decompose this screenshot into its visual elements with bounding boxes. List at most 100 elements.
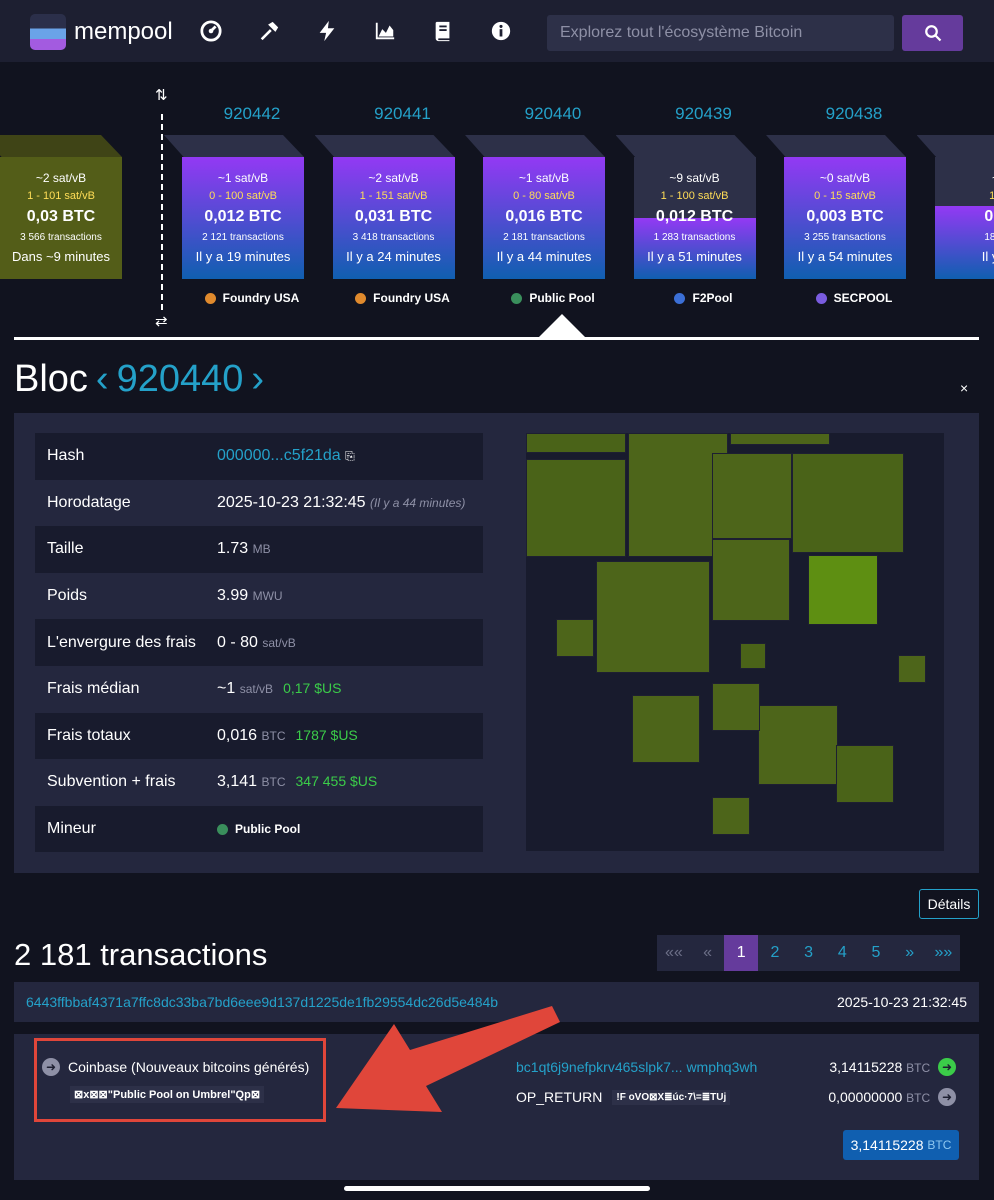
detail-row-hash: Hash 000000...c5f21da ⎘ xyxy=(35,433,483,480)
subsidy-value: 3,141 xyxy=(217,773,258,791)
mined-block[interactable]: ~2 sat/vB 1 - 151 sat/vB 0,031 BTC 3 418… xyxy=(314,135,455,279)
block-height-link[interactable]: 92 xyxy=(935,104,994,124)
docs-book-icon[interactable] xyxy=(428,16,458,46)
block-btc: 0,003 BTC xyxy=(806,208,884,225)
median-fee-value: ~1 xyxy=(217,680,236,698)
mined-block[interactable]: ~9 sat/vB 1 - 100 sat/vB 0,012 BTC 1 283… xyxy=(615,135,756,279)
total-fees-usd: 1787 $US xyxy=(295,726,358,743)
treemap-transaction[interactable] xyxy=(526,433,626,453)
treemap-transaction[interactable] xyxy=(808,555,878,625)
details-button[interactable]: Détails xyxy=(919,889,979,919)
treemap-transaction[interactable] xyxy=(712,539,790,621)
search-input[interactable] xyxy=(547,15,894,51)
block-height-link[interactable]: 920442 xyxy=(223,104,281,123)
output-row-2: OP_RETURN !F oVO⊠X≣úc·7\=≣TUj 0,00000000 … xyxy=(516,1088,956,1106)
block-height-link[interactable]: 920439 xyxy=(675,104,732,123)
page-button[interactable]: » xyxy=(892,935,927,971)
treemap-transaction[interactable] xyxy=(596,561,710,673)
page-button[interactable]: 5 xyxy=(859,935,893,971)
block-pool[interactable]: Foundry USA xyxy=(182,291,322,305)
mempool-logo-icon xyxy=(30,14,66,50)
block-height-link[interactable]: 920440 xyxy=(524,104,582,123)
block-height-link[interactable]: 920438 xyxy=(825,104,883,123)
detail-label: Frais totaux xyxy=(47,726,131,744)
swap-horizontal-icon[interactable]: ⇄ xyxy=(155,313,168,330)
size-value: 1.73 xyxy=(217,540,249,558)
treemap-transaction[interactable] xyxy=(730,433,830,445)
block-time: Il y a 51 minutes xyxy=(647,249,742,264)
output-address-link[interactable]: bc1qt6j9nefpkrv465slpk7... wmphq3wh xyxy=(516,1059,758,1075)
median-fee-unit: sat/vB xyxy=(239,682,274,697)
block-pool[interactable]: Public Pool xyxy=(483,291,623,305)
logo-text: mempool xyxy=(74,18,173,45)
mined-block[interactable]: ~1 sat/vB 0 - 100 sat/vB 0,012 BTC 2 121… xyxy=(164,135,304,279)
pool-icon xyxy=(355,292,367,304)
detail-row-timestamp: Horodatage 2025-10-23 21:32:45 (Il y a 4… xyxy=(35,480,483,527)
total-amount-button[interactable]: 3,14115228 BTC xyxy=(843,1130,959,1160)
block-btc: 0,016 BTC xyxy=(505,208,583,225)
lightning-icon[interactable] xyxy=(312,16,342,46)
page-button[interactable]: »» xyxy=(926,935,961,971)
mempool-block[interactable]: ~2 sat/vB 1 - 101 sat/vB 0,03 BTC 3 566 … xyxy=(0,135,122,279)
input-arrow-icon[interactable]: ➜ xyxy=(42,1058,60,1076)
output-arrow-icon[interactable]: ➜ xyxy=(938,1058,956,1076)
block-pool[interactable]: F2Pool xyxy=(634,291,774,305)
page-button[interactable]: 1 xyxy=(724,935,759,971)
miner-link[interactable]: Public Pool xyxy=(235,822,301,837)
mined-block[interactable]: ~1 sat/vB 0 - 80 sat/vB 0,016 BTC 2 181 … xyxy=(465,135,605,279)
dashboard-gauge-icon[interactable] xyxy=(196,16,226,46)
prev-block-chevron-icon[interactable]: ‹ xyxy=(95,358,109,400)
mempool-divider xyxy=(161,114,163,310)
treemap-transaction[interactable] xyxy=(792,453,904,553)
detail-label: Hash xyxy=(47,447,85,465)
txid-link[interactable]: 6443ffbbaf4371a7ffc8dc33ba7bd6eee9d137d1… xyxy=(26,994,499,1010)
treemap-transaction[interactable] xyxy=(740,643,766,669)
graphs-icon[interactable] xyxy=(370,16,400,46)
treemap-transaction[interactable] xyxy=(628,433,728,557)
page-button[interactable]: 2 xyxy=(758,935,792,971)
mined-block[interactable]: ~0 sat/vB 0 - 15 sat/vB 0,003 BTC 3 255 … xyxy=(766,135,906,279)
page-button[interactable]: « xyxy=(690,935,725,971)
treemap-transaction[interactable] xyxy=(712,683,760,731)
swap-vertical-icon[interactable]: ⇅ xyxy=(155,87,168,104)
page-button[interactable]: 3 xyxy=(791,935,826,971)
page-button[interactable]: «« xyxy=(657,935,691,971)
mining-hammer-icon[interactable] xyxy=(254,16,284,46)
treemap-transaction[interactable] xyxy=(758,705,838,785)
block-pool[interactable] xyxy=(935,291,994,302)
mined-block[interactable]: ~ 1 - 0,0 1845 Il y a xyxy=(916,135,994,279)
block-tx-count: 3 566 transactions xyxy=(20,232,102,243)
block-pool[interactable]: Foundry USA xyxy=(333,291,473,305)
block-btc: 0,0 xyxy=(984,208,994,225)
block-transactions-treemap[interactable] xyxy=(526,433,944,851)
page-button[interactable]: 4 xyxy=(825,935,860,971)
mempool-logo[interactable]: mempool xyxy=(30,14,173,50)
block-btc: 0,031 BTC xyxy=(354,208,433,225)
search-button[interactable] xyxy=(902,15,963,51)
block-title-label: Bloc xyxy=(14,358,88,400)
treemap-transaction[interactable] xyxy=(898,655,926,683)
treemap-transaction[interactable] xyxy=(836,745,894,803)
close-icon[interactable]: × xyxy=(960,380,969,396)
treemap-transaction[interactable] xyxy=(712,797,750,835)
output-arrow-icon[interactable]: ➜ xyxy=(938,1088,956,1106)
treemap-transaction[interactable] xyxy=(632,695,700,763)
transactions-count: 2 181 transactions xyxy=(14,937,268,972)
block-pool[interactable]: SECPOOL xyxy=(784,291,924,305)
detail-label: Horodatage xyxy=(47,493,131,511)
treemap-transaction[interactable] xyxy=(526,459,626,557)
about-info-icon[interactable] xyxy=(486,16,516,46)
block-fee: ~1 sat/vB xyxy=(518,171,570,185)
treemap-transaction[interactable] xyxy=(556,619,594,657)
treemap-transaction[interactable] xyxy=(712,453,792,539)
block-tx-count: 2 121 transactions xyxy=(202,232,284,243)
block-fee-range: 0 - 15 sat/vB xyxy=(814,190,876,202)
next-block-chevron-icon[interactable]: › xyxy=(251,358,265,400)
block-height-link[interactable]: 920441 xyxy=(374,104,431,123)
block-hash-link[interactable]: 000000...c5f21da xyxy=(217,447,341,465)
block-btc: 0,03 BTC xyxy=(26,208,96,225)
subsidy-unit: BTC xyxy=(261,775,286,790)
coinbase-scriptsig: ⊠x⊠⊠"Public Pool on Umbrel"Qp⊠ xyxy=(70,1086,265,1103)
total-unit: BTC xyxy=(927,1138,952,1152)
copy-icon[interactable]: ⎘ xyxy=(345,449,355,464)
